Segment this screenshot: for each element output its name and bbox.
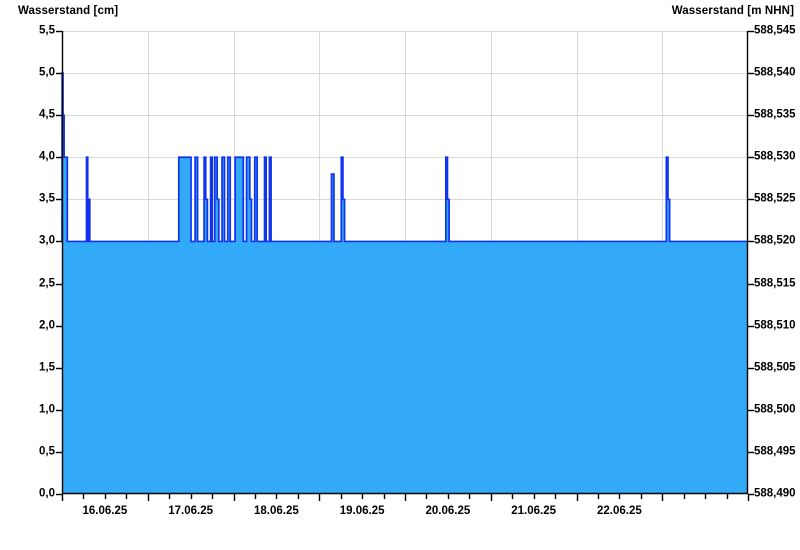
left-tick-label: 1,5 [39,360,55,373]
right-tick-label: 588,520 [754,234,796,247]
right-tick-label: 588,530 [754,150,796,163]
x-tick-label: 17.06.25 [168,505,214,517]
left-tick-label: 3,0 [39,234,55,247]
right-tick-label: 588,505 [754,360,796,373]
left-tick-label: 4,5 [39,108,55,121]
left-tick-label: 5,0 [39,66,55,79]
x-tick-label: 16.06.25 [82,505,128,517]
x-tick-label: 19.06.25 [339,505,385,517]
right-tick-label: 588,500 [754,403,796,416]
plot-area [56,30,754,501]
left-tick-label: 2,0 [39,318,55,331]
x-axis-tick-labels: 16.06.25 17.06.25 18.06.25 19.06.25 20.06.25… [62,505,748,536]
right-tick-label: 588,490 [754,487,796,500]
left-tick-label: 3,5 [39,192,55,205]
left-tick-label: 1,0 [39,403,55,416]
left-tick-label: 0,5 [39,445,55,458]
right-axis-title: Wasserstand [m NHN] [671,5,794,17]
right-tick-label: 588,515 [754,276,796,289]
x-tick-label: 21.06.25 [511,505,557,517]
right-tick-label: 588,495 [754,445,796,458]
x-tick-label: 20.06.25 [425,505,471,517]
left-axis-title: Wasserstand [cm] [18,5,119,17]
right-axis-tick-labels: 588,490 588,495 588,500 588,505 588,510 588,5… [754,25,800,499]
right-tick-label: 588,525 [754,192,796,205]
right-tick-label: 588,545 [754,24,796,37]
chart-svg [56,30,754,501]
left-tick-label: 4,0 [39,150,55,163]
left-tick-label: 0,0 [39,487,55,500]
x-tick-label: 18.06.25 [253,505,299,517]
right-tick-label: 588,535 [754,108,796,121]
right-tick-label: 588,540 [754,66,796,79]
left-tick-label: 2,5 [39,276,55,289]
left-tick-label: 5,5 [39,24,55,37]
left-axis-tick-labels: 0,0 0,5 1,0 1,5 2,0 2,5 3,0 3,5 4,0 4,5 5,0 5,5 [0,25,55,499]
x-tick-label: 22.06.25 [596,505,642,517]
right-tick-label: 588,510 [754,318,796,331]
